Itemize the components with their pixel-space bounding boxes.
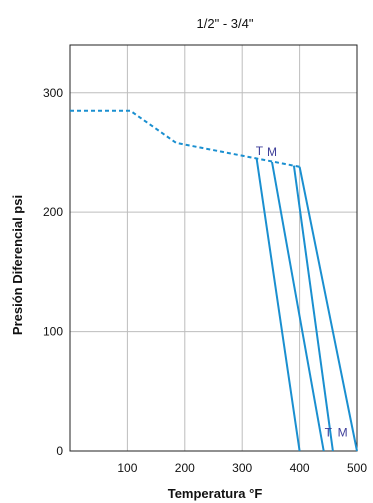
chart-title: 1/2" - 3/4"	[197, 16, 254, 31]
annotation-layer: T MT M	[256, 144, 348, 440]
y-axis-label: Presión Diferencial psi	[10, 195, 25, 335]
x-tick-label-1: 100	[117, 461, 137, 475]
x-axis-label: Temperatura °F	[168, 486, 263, 501]
y-tick-label-4: 300	[43, 86, 63, 100]
grid	[70, 45, 357, 451]
curve-label-1: T	[256, 144, 264, 158]
x-tick-label-5: 500	[347, 461, 367, 475]
y-tick-label-3: 200	[43, 205, 63, 219]
series-line-2	[255, 158, 301, 452]
curve-label-4: M	[338, 426, 348, 440]
x-tick-label-4: 400	[290, 461, 310, 475]
y-tick-label-2: 100	[43, 325, 63, 339]
series-layer	[70, 109, 358, 452]
curve-label-3: T	[325, 426, 333, 440]
series-line-5	[298, 166, 358, 452]
y-tick-label-1: 0	[56, 444, 63, 458]
series-line-1	[70, 109, 300, 168]
series-line-4	[292, 165, 334, 452]
y-axis-ticks: 0 100 200 300	[43, 86, 63, 458]
x-tick-label-3: 300	[232, 461, 252, 475]
series-line-3	[271, 161, 325, 452]
curve-label-2: M	[267, 145, 277, 159]
plot-frame	[69, 44, 358, 452]
x-tick-label-2: 200	[175, 461, 195, 475]
x-axis-ticks: 100 200 300 400 500	[117, 461, 367, 475]
